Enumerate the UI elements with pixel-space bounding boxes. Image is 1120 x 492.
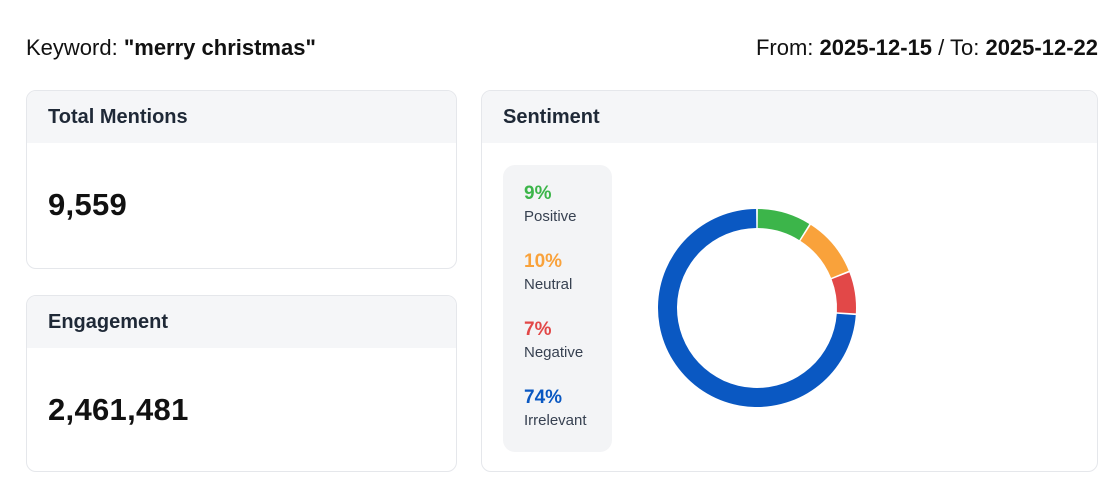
- legend-pct-positive: 9%: [524, 183, 552, 204]
- total-mentions-card: Total Mentions 9,559: [26, 90, 457, 269]
- to-date: 2025-12-22: [985, 35, 1098, 60]
- legend-label-negative: Negative: [524, 344, 584, 361]
- engagement-card: Engagement 2,461,481: [26, 295, 457, 472]
- from-prefix: From:: [755, 35, 820, 60]
- sentiment-legend: 9% Positive 10% Neutral 7% Negative 74% …: [503, 165, 612, 452]
- donut-slice-negative: [831, 272, 856, 314]
- keyword-display: Keyword: "merry christmas": [26, 35, 316, 61]
- donut-slice-positive: [757, 209, 810, 241]
- legend-item-positive: 9% Positive: [524, 182, 612, 250]
- sentiment-title: Sentiment: [482, 91, 1097, 143]
- donut-slice-neutral: [800, 224, 849, 278]
- total-mentions-title: Total Mentions: [27, 91, 456, 143]
- from-date: 2025-12-15: [819, 35, 933, 60]
- legend-item-irrelevant: 74% Irrelevant: [524, 386, 612, 454]
- total-mentions-value: 9,559: [48, 187, 128, 222]
- legend-label-neutral: Neutral: [524, 276, 573, 293]
- legend-label-irrelevant: Irrelevant: [524, 412, 587, 429]
- legend-item-negative: 7% Negative: [524, 318, 612, 386]
- keyword-value: "merry christmas": [123, 35, 316, 60]
- legend-pct-neutral: 10%: [524, 251, 563, 272]
- report-header: Keyword: "merry christmas" From: 2025-12…: [26, 30, 1098, 66]
- sentiment-donut-chart: [658, 209, 856, 407]
- legend-label-positive: Positive: [524, 208, 577, 225]
- date-range: From: 2025-12-15 / To: 2025-12-22: [756, 35, 1098, 61]
- legend-pct-negative: 7%: [524, 319, 552, 340]
- engagement-title: Engagement: [27, 296, 456, 348]
- to-prefix: / To:: [932, 35, 986, 60]
- sentiment-card: Sentiment 9% Positive 10% Neutral 7% Neg…: [481, 90, 1098, 472]
- legend-pct-irrelevant: 74%: [524, 387, 563, 408]
- legend-item-neutral: 10% Neutral: [524, 250, 612, 318]
- engagement-value: 2,461,481: [48, 392, 189, 427]
- keyword-prefix: Keyword:: [26, 35, 124, 60]
